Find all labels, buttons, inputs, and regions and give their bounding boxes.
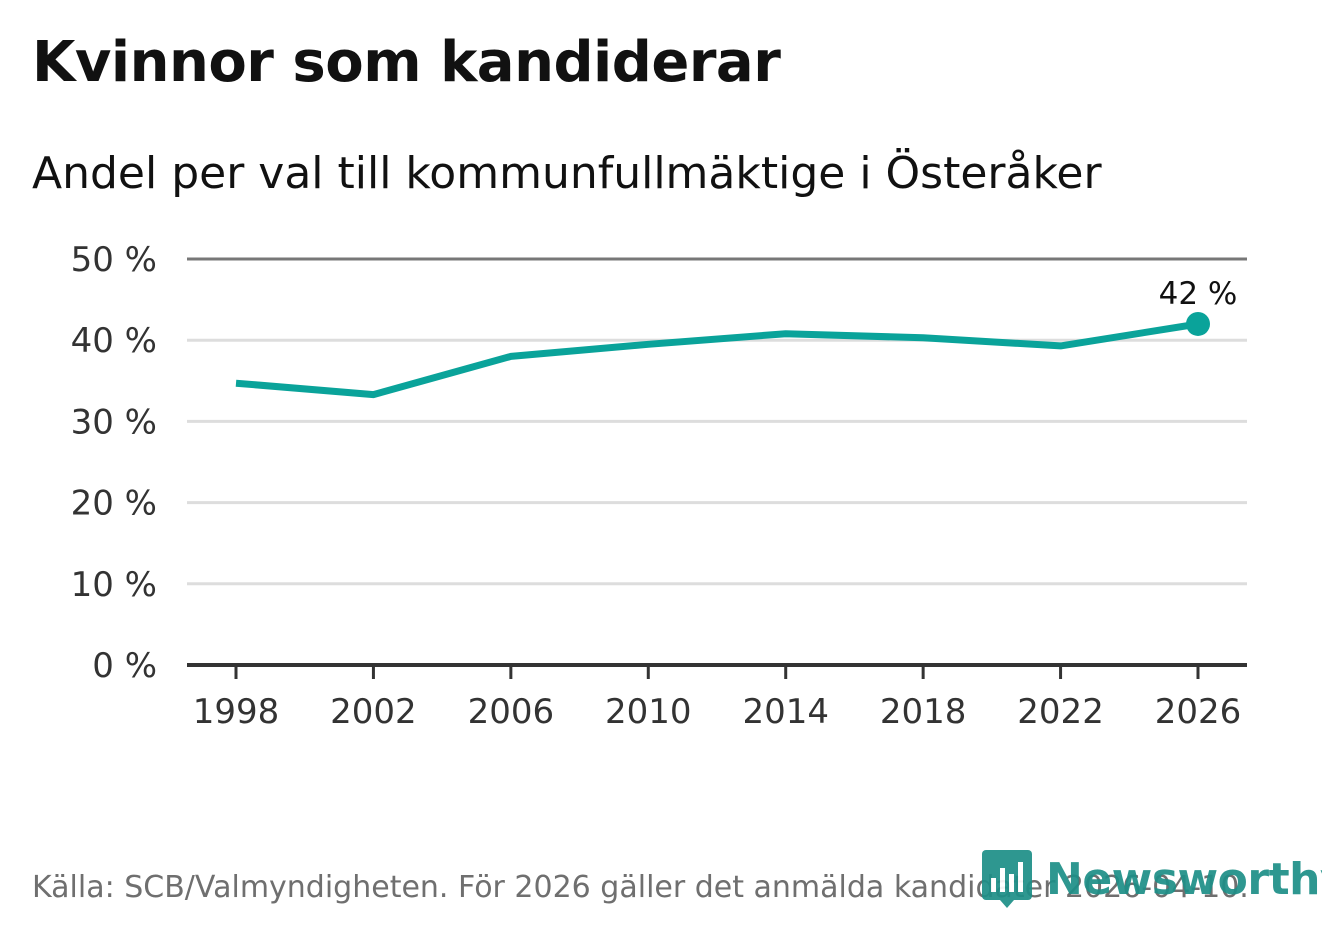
y-tick-label: 10 % — [71, 565, 157, 605]
y-tick-label: 20 % — [71, 484, 157, 524]
brand-logo: Newsworthy — [982, 850, 1322, 908]
x-tick-label: 2018 — [880, 692, 967, 732]
x-tick-label: 2010 — [605, 692, 692, 732]
x-tick-label: 2006 — [468, 692, 555, 732]
x-tick-label: 2026 — [1155, 692, 1242, 732]
x-tick-label: 2002 — [330, 692, 417, 732]
y-tick-label: 30 % — [71, 402, 157, 442]
chart-subtitle: Andel per val till kommunfullmäktige i Ö… — [32, 148, 1102, 199]
source-note: Källa: SCB/Valmyndigheten. För 2026 gäll… — [32, 870, 1249, 905]
y-tick-label: 50 % — [71, 240, 157, 280]
x-tick-label: 2014 — [742, 692, 829, 732]
x-tick-label: 1998 — [193, 692, 280, 732]
brand-name: Newsworthy — [1046, 853, 1322, 905]
bar-chart-logo-icon — [982, 850, 1032, 908]
x-tick-label: 2022 — [1017, 692, 1104, 732]
series-line — [235, 320, 1199, 399]
y-tick-label: 40 % — [71, 321, 157, 361]
chart-title: Kvinnor som kandiderar — [32, 30, 781, 95]
data-label: 42 % — [1159, 276, 1238, 312]
endpoint-marker — [1186, 311, 1210, 336]
y-tick-label: 0 % — [92, 646, 157, 686]
